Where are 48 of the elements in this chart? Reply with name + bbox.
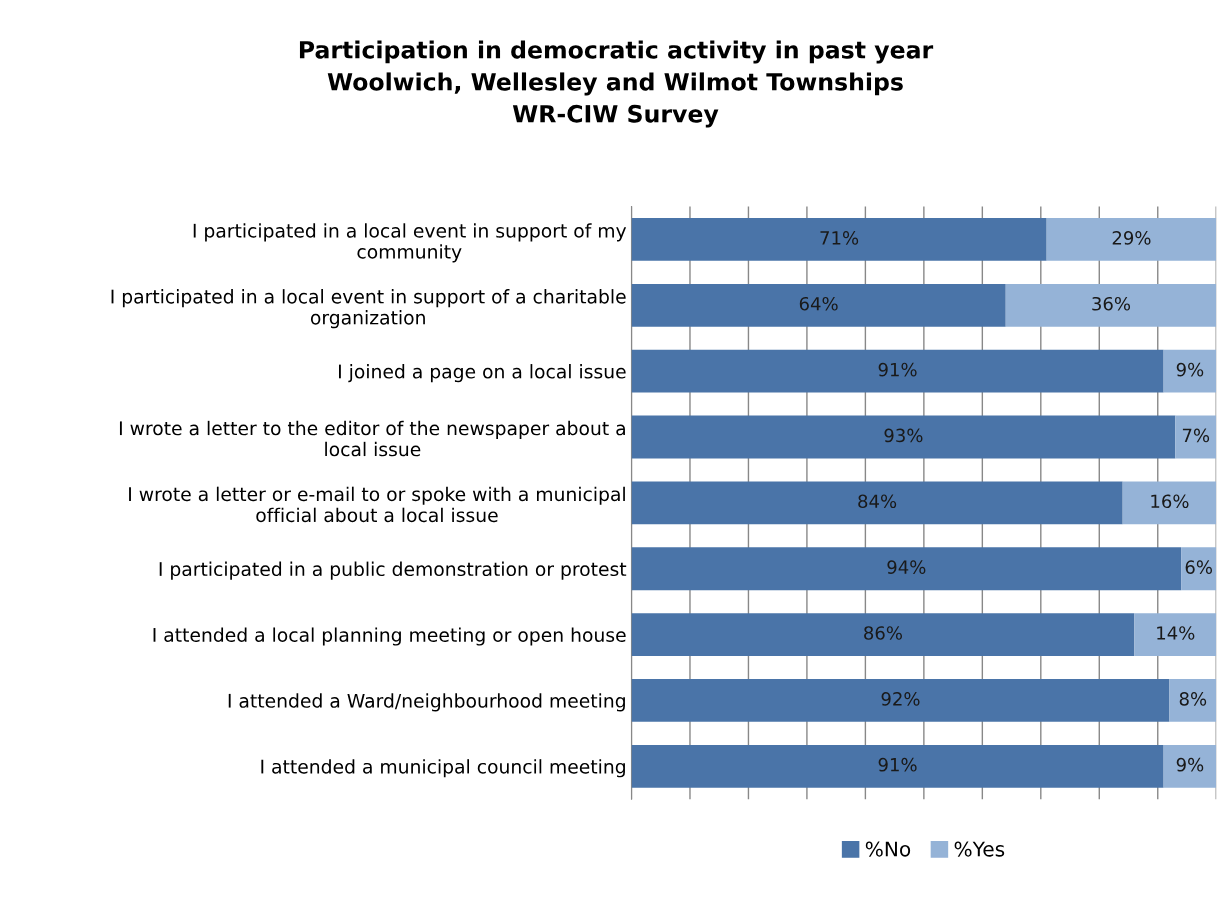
bar <box>631 349 1164 393</box>
bar <box>631 481 1123 525</box>
data-label: 16% <box>1151 494 1189 509</box>
y-tick-label: I wrote a letter to the editor of the newspaper about a local issue <box>119 420 625 457</box>
bar <box>631 283 1006 327</box>
bar <box>631 744 1164 788</box>
data-label: 9% <box>1176 757 1204 772</box>
bar <box>1046 218 1217 261</box>
data-label: 29% <box>1112 231 1151 245</box>
y-tick-label: I attended a local planning meeting or open house <box>153 627 626 646</box>
bar <box>1005 283 1217 327</box>
y-tick-label: I attended a Ward/neighbourhood meeting <box>228 693 625 712</box>
data-label: 8% <box>1179 692 1207 706</box>
bar <box>1163 349 1217 393</box>
bar <box>631 218 1047 261</box>
data-label: 36% <box>1092 296 1131 311</box>
data-label: 7% <box>1182 428 1210 443</box>
y-tick-label: I attended a municipal council meeting <box>261 759 625 778</box>
y-tick-label: I participated in a local event in support of a charitable organization <box>111 289 626 329</box>
data-label: 91% <box>878 757 917 772</box>
bar <box>1134 613 1217 656</box>
data-label: 92% <box>881 692 920 706</box>
data-label: 94% <box>887 560 926 574</box>
data-label: 91% <box>878 362 917 377</box>
bar <box>631 415 1176 459</box>
legend-label: %Yes <box>954 841 1005 857</box>
y-tick-label: I wrote a letter or e-mail to or spoke with a municipal official about a local issue <box>129 486 625 523</box>
bar <box>1122 481 1217 525</box>
bar <box>631 679 1170 722</box>
data-label: 64% <box>799 296 838 311</box>
data-label: 93% <box>884 428 923 443</box>
data-label: 14% <box>1157 626 1195 640</box>
data-label: 84% <box>858 494 897 509</box>
bar <box>1181 547 1217 591</box>
chart-title: Participation in democratic activity in past year Woolwich, Wellesley and Wilmot Townships WR-CIW Survey <box>299 40 934 128</box>
data-label: 6% <box>1185 560 1213 574</box>
legend-label: %No <box>865 841 911 857</box>
bar <box>1169 679 1217 722</box>
y-tick-label: I participated in a local event in support of my community <box>193 223 627 263</box>
bar <box>631 547 1182 591</box>
data-label: 86% <box>864 626 902 640</box>
bar <box>1163 744 1217 788</box>
y-tick-label: I participated in a public demonstration or protest <box>159 561 627 580</box>
data-label: 71% <box>820 231 859 245</box>
y-tick-label: I joined a page on a local issue <box>339 364 626 383</box>
bar <box>1175 415 1217 459</box>
data-label: 9% <box>1176 362 1204 377</box>
bar <box>631 613 1135 656</box>
